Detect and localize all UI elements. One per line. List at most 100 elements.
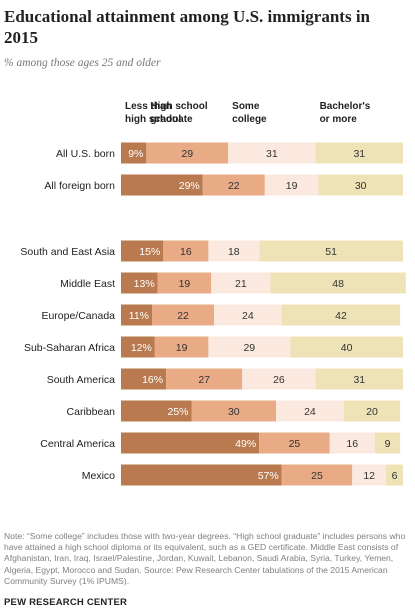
bar-value-label: 48 <box>332 278 344 290</box>
bar-segment <box>281 464 353 486</box>
chart-title: Educational attainment among U.S. immigr… <box>4 7 370 47</box>
bar-value-label: 13% <box>134 278 155 290</box>
chart-subtitle: % among those ages 25 and older <box>4 57 161 69</box>
bar-segment <box>121 464 282 486</box>
category-label: Caribbean <box>67 406 116 418</box>
bar-value-label: 26 <box>273 374 285 386</box>
category-label: Europe/Canada <box>41 310 115 322</box>
chart-rows: All U.S. born 9% 29 31 31 All foreign born 29%… <box>20 142 406 486</box>
bar-segment <box>264 174 319 196</box>
bar-value-label: 19 <box>286 180 298 192</box>
bar-value-label: 21 <box>235 278 247 290</box>
bar-segment <box>352 464 387 486</box>
bar-value-label: 9% <box>128 148 143 160</box>
bar-segment <box>163 240 209 262</box>
bar-value-label: 18 <box>228 246 240 258</box>
category-label: South and East Asia <box>20 246 115 258</box>
bar-value-label: 29% <box>179 180 200 192</box>
source-text: Source: Pew Research Center tabulations … <box>4 564 388 586</box>
bar-value-label: 31 <box>266 148 278 160</box>
bar-segment <box>315 142 403 164</box>
bar-value-label: 40 <box>341 342 353 354</box>
bar-segment <box>329 432 375 454</box>
bar-value-label: 16% <box>142 374 163 386</box>
bar-segment <box>386 464 403 486</box>
bar-value-label: 30 <box>228 406 240 418</box>
bar-value-label: 19 <box>176 342 188 354</box>
bar-segment <box>121 174 203 196</box>
legend-item-4: Bachelor's or more <box>320 101 371 125</box>
bar-value-label: 16 <box>346 438 358 450</box>
bar-value-label: 51 <box>325 246 337 258</box>
bar-segment <box>146 142 229 164</box>
bar-segment <box>191 400 277 422</box>
bar-segment <box>202 174 265 196</box>
bar-value-label: 31 <box>353 148 365 160</box>
bar-value-label: 31 <box>353 374 365 386</box>
bar-segment <box>242 368 316 390</box>
bar-value-label: 24 <box>304 406 316 418</box>
note-text: Note: “Some college” includes those with… <box>4 531 406 575</box>
bar-segment <box>121 304 153 326</box>
category-label: Middle East <box>60 278 115 290</box>
category-label: South America <box>47 374 115 386</box>
bar-value-label: 25 <box>311 470 323 482</box>
bar-segment <box>290 336 403 358</box>
bar-segment <box>270 272 406 294</box>
bar-value-label: 22 <box>228 180 240 192</box>
bar-segment <box>214 304 282 326</box>
bar-value-label: 15% <box>139 246 160 258</box>
bar-segment <box>208 240 260 262</box>
bar-segment <box>315 368 403 390</box>
bar-value-label: 16 <box>180 246 192 258</box>
bar-value-label: 12% <box>131 342 152 354</box>
bar-segment <box>121 142 147 164</box>
bar-value-label: 12 <box>363 470 375 482</box>
category-label: All foreign born <box>44 180 115 192</box>
bar-value-label: 42 <box>335 310 347 322</box>
category-label: Central America <box>40 438 115 450</box>
bar-value-label: 22 <box>177 310 189 322</box>
legend-item-1: Less than high school <box>125 101 181 125</box>
bar-value-label: 25% <box>167 406 188 418</box>
bar-segment <box>374 432 401 454</box>
bar-segment <box>121 368 167 390</box>
bar-value-label: 30 <box>355 180 367 192</box>
bar-segment <box>121 336 155 358</box>
bar-segment <box>121 432 260 454</box>
bar-value-label: 11% <box>129 310 149 322</box>
bar-value-label: 20 <box>366 406 378 418</box>
bar-segment <box>121 240 164 262</box>
bar-segment <box>276 400 344 422</box>
category-label: Sub-Saharan Africa <box>24 342 115 354</box>
bar-segment <box>157 272 212 294</box>
bar-segment <box>259 432 330 454</box>
org-credit: PEW RESEARCH CENTER <box>4 597 128 608</box>
bar-value-label: 24 <box>242 310 254 322</box>
bar-value-label: 6 <box>392 470 398 482</box>
bar-segment <box>259 240 403 262</box>
bar-segment <box>228 142 316 164</box>
legend-item-2: High school graduate <box>150 101 207 125</box>
bar-value-label: 9 <box>385 438 391 450</box>
bar-value-label: 29 <box>181 148 193 160</box>
chart-note: Note: “Some college” includes those with… <box>4 531 409 587</box>
bar-value-label: 57% <box>258 470 279 482</box>
bar-segment <box>208 336 291 358</box>
bar-segment <box>121 272 158 294</box>
bar-segment <box>211 272 271 294</box>
bar-segment <box>154 336 209 358</box>
bar-segment <box>121 400 192 422</box>
bar-segment <box>343 400 401 422</box>
bar-segment <box>152 304 215 326</box>
bar-value-label: 49% <box>235 438 256 450</box>
bar-value-label: 29 <box>243 342 255 354</box>
category-label: Mexico <box>82 470 115 482</box>
category-label: All U.S. born <box>56 148 115 160</box>
bar-value-label: 19 <box>179 278 191 290</box>
legend-item-3: Some college <box>232 101 267 125</box>
bar-segment <box>166 368 243 390</box>
bar-value-label: 25 <box>289 438 301 450</box>
